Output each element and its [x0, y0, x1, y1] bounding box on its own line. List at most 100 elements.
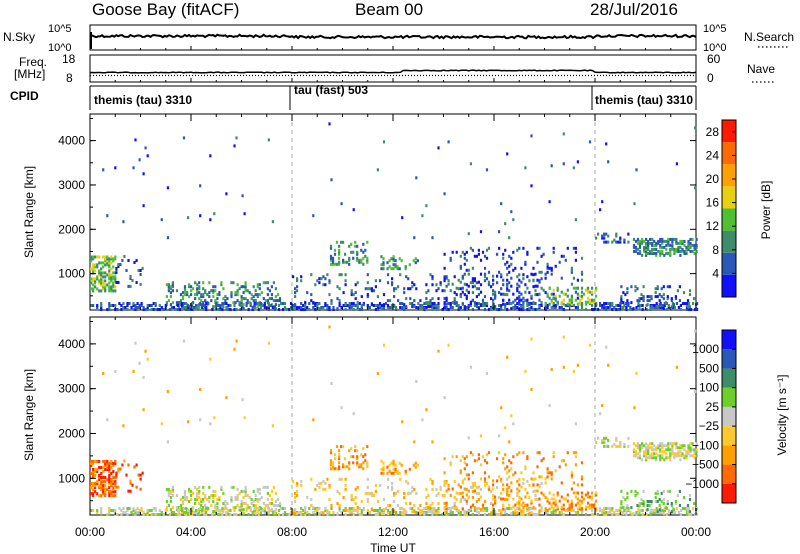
data-cell [411, 510, 414, 514]
data-cell [695, 442, 698, 446]
data-cell [632, 249, 636, 253]
data-cell [552, 250, 555, 254]
data-cell [220, 487, 223, 491]
data-cell [302, 513, 305, 516]
data-cell [366, 304, 369, 307]
data-cell [396, 265, 399, 269]
data-cell [396, 469, 399, 473]
data-cell [492, 304, 495, 307]
data-cell [338, 467, 341, 471]
data-cell [171, 289, 174, 293]
data-cell [344, 487, 347, 491]
data-cell [654, 500, 657, 503]
data-cell [556, 302, 559, 306]
data-cell [218, 496, 221, 499]
data-cell [653, 456, 656, 460]
data-cell [643, 444, 646, 448]
data-cell [544, 507, 547, 511]
data-cell [498, 230, 501, 234]
data-cell [520, 471, 523, 475]
data-cell [686, 305, 690, 309]
data-cell [552, 302, 555, 305]
data-cell [611, 513, 614, 516]
data-cell [366, 491, 369, 495]
data-cell [520, 497, 523, 501]
data-cell [538, 451, 541, 455]
data-cell [655, 251, 658, 255]
data-cell [665, 448, 668, 452]
data-cell [236, 291, 239, 295]
data-cell [336, 285, 339, 289]
data-cell [150, 509, 153, 512]
data-cell [667, 442, 670, 446]
data-cell [633, 406, 636, 410]
data-cell [522, 277, 525, 281]
data-cell [102, 476, 105, 479]
data-cell [135, 463, 138, 467]
data-cell [554, 469, 557, 473]
data-cell [508, 485, 511, 489]
data-cell [277, 304, 281, 307]
data-cell [667, 251, 670, 255]
data-cell [126, 302, 129, 305]
data-cell [230, 281, 233, 285]
data-cell [647, 243, 650, 247]
data-cell [645, 442, 648, 446]
data-cell [115, 471, 118, 475]
data-cell [106, 468, 109, 471]
data-cell [695, 237, 698, 241]
data-cell [528, 483, 531, 487]
data-cell [492, 507, 495, 510]
data-cell [522, 296, 525, 300]
data-cell [670, 299, 673, 303]
data-cell [338, 304, 341, 307]
data-cell [455, 286, 458, 290]
data-cell [211, 308, 214, 311]
data-cell [328, 513, 331, 516]
data-cell [663, 304, 666, 307]
data-cell [496, 308, 499, 311]
x-tick-label: 20:00 [580, 525, 610, 539]
data-cell [502, 497, 505, 501]
data-cell [94, 269, 97, 273]
data-cell [242, 291, 245, 295]
data-cell [546, 471, 549, 475]
data-cell [254, 498, 257, 501]
data-cell [601, 404, 604, 408]
data-cell [483, 507, 487, 510]
data-cell [469, 246, 472, 250]
data-cell [675, 442, 678, 446]
data-cell [322, 512, 325, 516]
data-cell [338, 299, 341, 303]
data-cell [394, 259, 397, 263]
data-cell [340, 511, 343, 514]
data-cell [636, 491, 639, 495]
data-cell [603, 306, 606, 309]
data-cell [615, 240, 618, 244]
data-cell [593, 505, 596, 509]
data-cell [518, 295, 521, 299]
data-cell [235, 136, 238, 140]
data-cell [655, 456, 658, 460]
data-cell [570, 268, 573, 272]
data-cell [362, 262, 365, 266]
data-cell [391, 281, 394, 285]
data-cell [114, 480, 117, 484]
data-cell [601, 304, 604, 307]
data-cell [198, 485, 201, 489]
data-cell [520, 292, 523, 296]
data-cell [494, 495, 497, 499]
data-cell [487, 282, 491, 286]
data-cell [142, 513, 145, 516]
data-cell [591, 300, 594, 304]
data-cell [245, 509, 248, 512]
data-cell [615, 308, 618, 311]
data-cell [382, 465, 385, 469]
data-cell [443, 396, 446, 400]
data-cell [252, 295, 255, 299]
data-cell [695, 448, 698, 452]
data-cell [395, 511, 398, 514]
data-cell [366, 500, 369, 503]
data-cell [584, 505, 588, 509]
data-cell [257, 513, 260, 516]
